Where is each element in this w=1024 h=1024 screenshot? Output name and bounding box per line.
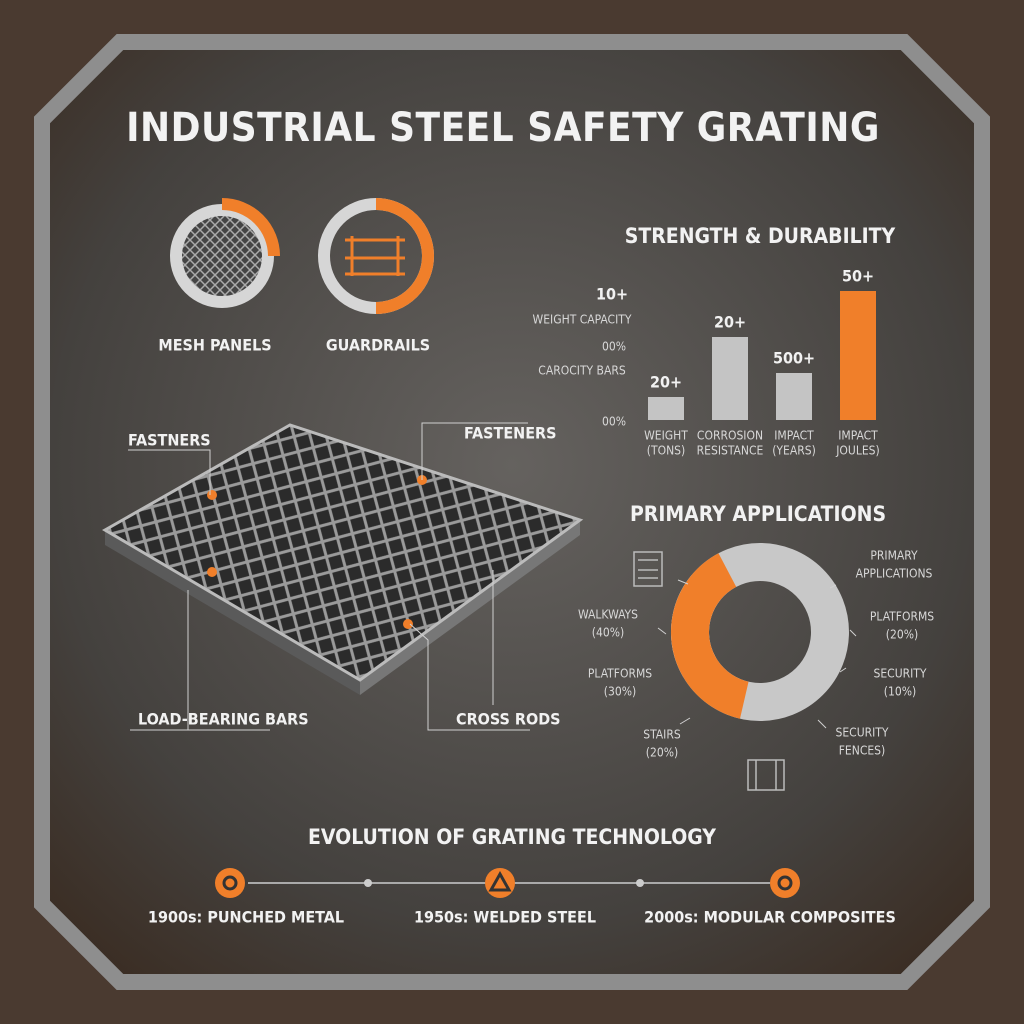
timeline: [215, 868, 800, 898]
category-label: IMPACT: [838, 429, 878, 443]
donut-chart: [657, 543, 857, 729]
category-label: WEIGHT: [644, 429, 688, 443]
donut-label: PLATFORMS: [588, 667, 652, 681]
donut-label: SECURITY: [836, 726, 889, 740]
bar: [776, 373, 812, 420]
donut-label: (20%): [886, 628, 918, 642]
section-title: EVOLUTION OF GRATING TECHNOLOGY: [308, 825, 716, 849]
timeline-step: 1950s: WELDED STEEL: [414, 908, 596, 927]
bar: [712, 337, 748, 420]
bar-label: 20+: [650, 373, 682, 392]
category-label: JOULES): [835, 444, 879, 458]
bar: [840, 291, 876, 420]
bar-chart: 10+ WEIGHT CAPACITY 00% CAROCITY BARS 00…: [533, 267, 880, 458]
icon-label: MESH PANELS: [158, 336, 271, 355]
bar: [648, 397, 684, 420]
callout: LOAD-BEARING BARS: [138, 710, 309, 729]
donut-label: PLATFORMS: [870, 610, 934, 624]
callout: CROSS RODS: [456, 710, 561, 729]
bar-label: 20+: [714, 313, 746, 332]
donut-label: PRIMARY: [870, 549, 918, 563]
icon-guardrails: [318, 198, 434, 314]
category-label: RESISTANCE: [697, 444, 764, 458]
icon-mesh-panels: [170, 198, 280, 308]
axis-label: 10+: [596, 285, 628, 304]
bar-label: 50+: [842, 267, 874, 286]
callout: FASTNERS: [128, 431, 211, 450]
donut-label: WALKWAYS: [578, 608, 638, 622]
timeline-step: 2000s: MODULAR COMPOSITES: [644, 908, 896, 927]
section-title: STRENGTH & DURABILITY: [625, 224, 896, 248]
axis-label: 00%: [602, 340, 626, 354]
donut-label: (10%): [884, 685, 916, 699]
bar-label: 500+: [773, 349, 815, 368]
category-label: IMPACT: [774, 429, 814, 443]
icon-label: GUARDRAILS: [326, 336, 430, 355]
donut-label: (30%): [604, 685, 636, 699]
donut-label: APPLICATIONS: [856, 567, 933, 581]
axis-label: CAROCITY BARS: [538, 364, 626, 378]
axis-label: 00%: [602, 415, 626, 429]
donut-label: SECURITY: [874, 667, 927, 681]
title: INDUSTRIAL STEEL SAFETY GRATING: [126, 105, 880, 151]
callout: FASTENERS: [464, 424, 557, 443]
donut-label: (20%): [646, 746, 678, 760]
decor-icons: [633, 551, 785, 791]
donut-label: STAIRS: [643, 728, 681, 742]
axis-label: WEIGHT CAPACITY: [533, 313, 632, 327]
section-title: PRIMARY APPLICATIONS: [630, 502, 886, 526]
timeline-step: 1900s: PUNCHED METAL: [148, 908, 344, 927]
grating-illustration: [102, 422, 584, 731]
donut-label: FENCES): [839, 744, 886, 758]
category-label: (TONS): [647, 444, 685, 458]
category-label: (YEARS): [772, 444, 816, 458]
donut-label: (40%): [592, 626, 624, 640]
category-label: CORROSION: [697, 429, 763, 443]
